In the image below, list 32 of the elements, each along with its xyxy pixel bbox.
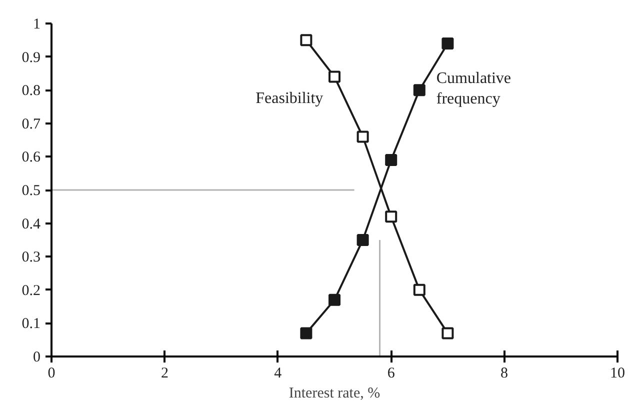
y-tick-label: 0.8 xyxy=(22,83,40,100)
point xyxy=(413,84,426,96)
y-tick-label: 0.4 xyxy=(22,216,41,232)
y-tick-label: 0.3 xyxy=(22,250,40,266)
x-tick-label: 4 xyxy=(274,366,282,382)
x-tick-label: 2 xyxy=(160,366,168,382)
point xyxy=(413,284,426,296)
series-label: Feasibility xyxy=(256,90,324,108)
point xyxy=(385,210,398,223)
point xyxy=(328,294,340,306)
point xyxy=(300,327,312,340)
y-tick-label: 0.5 xyxy=(22,183,40,199)
series-label: Cumulative frequency xyxy=(436,70,512,108)
y-tick-label: 0.1 xyxy=(22,316,40,332)
point xyxy=(385,154,398,166)
point xyxy=(356,234,369,246)
point xyxy=(442,37,454,50)
point xyxy=(300,34,312,46)
y-tick-label: 0.6 xyxy=(22,150,41,166)
y-tick-label: 0.9 xyxy=(22,50,40,66)
x-tick-label: 10 xyxy=(610,366,625,382)
y-tick-label: 0 xyxy=(33,350,40,366)
y-tick-label: 1 xyxy=(33,16,40,32)
y-tick-label: 0.2 xyxy=(22,282,40,299)
point xyxy=(356,130,369,143)
x-axis-title: Interest rate, % xyxy=(288,386,380,402)
y-tick-label: 0.7 xyxy=(22,116,41,132)
x-tick-label: 0 xyxy=(48,366,56,382)
point xyxy=(442,327,454,340)
x-tick-label: 8 xyxy=(500,366,508,382)
x-tick-label: 6 xyxy=(387,366,396,382)
point xyxy=(328,70,340,83)
